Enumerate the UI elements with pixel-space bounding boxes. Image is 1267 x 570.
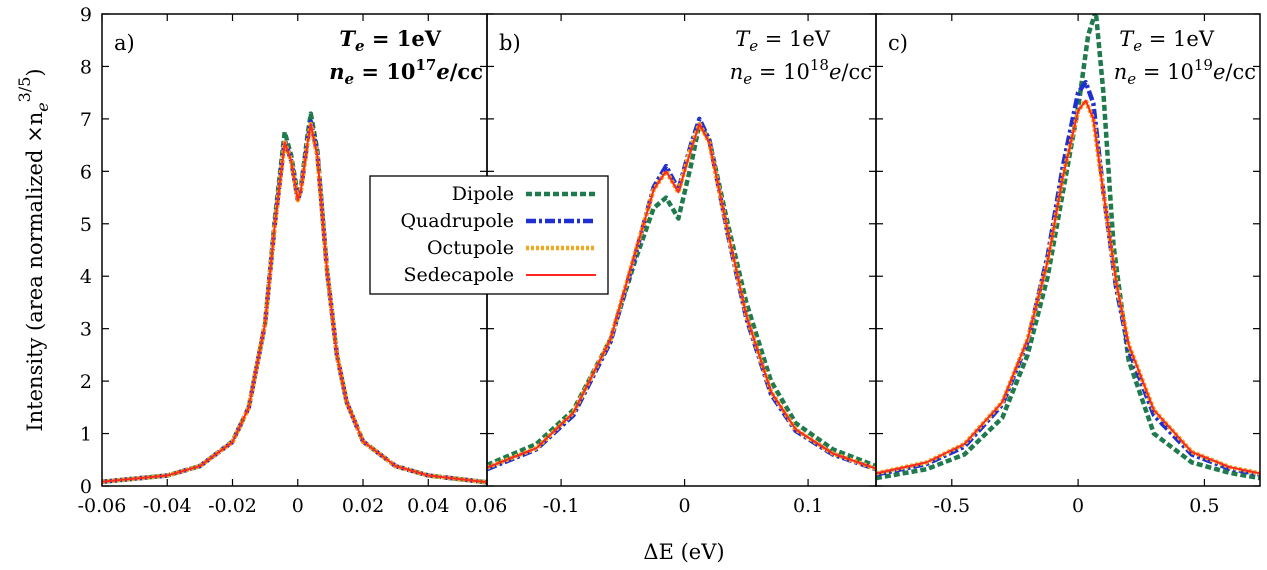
x-tick-label: -0.04 — [143, 495, 192, 517]
y-axis-label-sup: 3/5 — [15, 77, 34, 103]
panel-letter: c) — [888, 31, 908, 55]
x-tick-label: -0.06 — [78, 495, 127, 517]
x-tick-label: 0.5 — [1189, 495, 1219, 517]
y-tick-label: 3 — [80, 319, 92, 341]
y-tick-label: 7 — [80, 109, 92, 131]
y-axis-label: Intensity (area normalized ×ne3/5) — [15, 68, 52, 431]
annotation-density: ne = 1019e/cc — [1114, 56, 1256, 88]
series-line-sedecapole — [876, 99, 1260, 475]
panel-letter: b) — [499, 31, 521, 55]
panel-frame — [875, 13, 1261, 487]
x-tick-label: -0.5 — [933, 495, 970, 517]
series-group — [102, 111, 487, 485]
x-tick-label: 0 — [292, 495, 304, 517]
x-tick-label: 0.04 — [407, 495, 449, 517]
y-tick-label: 0 — [80, 476, 92, 498]
panel-letter: a) — [114, 31, 135, 55]
legend: Dipole Quadrupole Octupole Sedecapole — [369, 175, 609, 295]
x-tick-label: 0.06 — [465, 495, 507, 517]
panel-1: 0 1 2 3 4 5 6 7 8 9 -0.06 -0.04 -0.02 0 0.02 0.04 a) Te =… — [78, 4, 488, 517]
x-tick-label: -0.02 — [208, 495, 257, 517]
y-axis-label-close: ) — [23, 68, 47, 76]
annotation-temperature: Te = 1eV — [735, 27, 831, 55]
y-axis-label-main: Intensity (area normalized ×n — [23, 112, 47, 432]
legend-label-octupole: Octupole — [427, 237, 514, 259]
legend-label-dipole: Dipole — [452, 183, 514, 205]
y-tick-label: 8 — [80, 56, 92, 78]
y-tick-label: 9 — [80, 4, 92, 26]
y-tick-label: 6 — [80, 161, 92, 183]
y-tick-label: 2 — [80, 371, 92, 393]
series-line-quadrupole — [876, 79, 1260, 477]
x-tick-label: 0.02 — [342, 495, 384, 517]
annotation-density: ne = 1017e/cc — [329, 56, 483, 88]
x-tick-label: 0.1 — [793, 495, 823, 517]
legend-label-sedecapole: Sedecapole — [403, 264, 514, 286]
y-axis-label-sub: e — [33, 102, 52, 111]
series-line-dipole — [876, 14, 1260, 481]
series-group — [487, 116, 876, 472]
y-tick-label: 1 — [80, 424, 92, 446]
y-tick-label: 5 — [80, 214, 92, 236]
x-tick-label: 0 — [1072, 495, 1084, 517]
series-group — [876, 14, 1260, 481]
annotation-temperature: Te = 1eV — [1119, 27, 1215, 55]
series-line-sedecapole — [487, 123, 876, 470]
svg-text:Intensity (area normalized ×ne: Intensity (area normalized ×ne3/5) — [15, 68, 52, 431]
annotation-temperature: Te = 1eV — [339, 26, 441, 55]
x-axis-label: ΔE (eV) — [643, 540, 724, 564]
x-tick-label: 0 — [679, 495, 691, 517]
series-line-sedecapole — [102, 123, 487, 484]
y-tick-label: 4 — [80, 266, 92, 288]
x-tick-label: -0.1 — [543, 495, 580, 517]
legend-label-quadrupole: Quadrupole — [400, 210, 514, 232]
annotation-density: ne = 1018e/cc — [730, 56, 872, 88]
